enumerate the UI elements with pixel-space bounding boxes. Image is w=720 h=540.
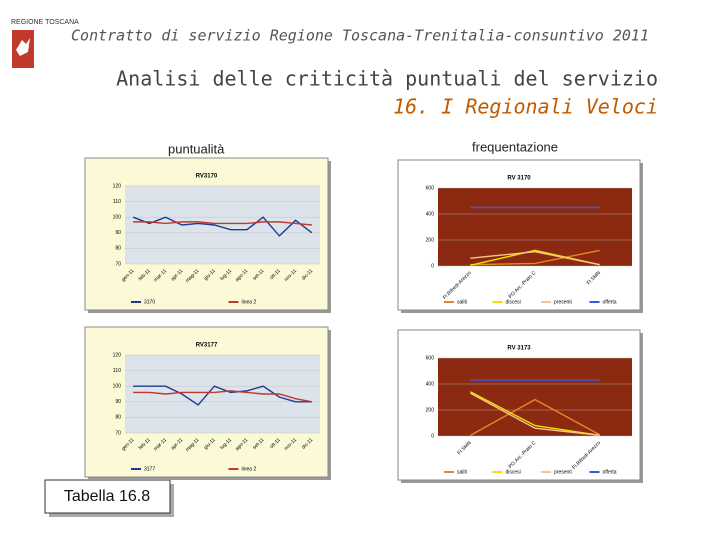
legend-label: linea 2: [242, 466, 257, 472]
y-tick-label: 200: [426, 407, 435, 413]
plot-area: [125, 186, 320, 264]
left-label: puntualità: [168, 141, 225, 156]
legend-label: presenti: [554, 299, 572, 305]
y-tick-label: 70: [115, 261, 121, 267]
y-tick-label: 200: [426, 237, 435, 243]
series-line: [133, 390, 313, 403]
chart-title: RV 3170: [507, 176, 531, 182]
series-line: [469, 392, 600, 437]
y-tick-label: 110: [113, 368, 121, 374]
y-tick-label: 600: [426, 355, 435, 361]
y-tick-label: 400: [426, 211, 435, 217]
legend-label: 3177: [144, 466, 155, 472]
chart-title: RV3170: [196, 174, 218, 180]
plot-area: [438, 188, 632, 266]
y-tick-label: 70: [115, 430, 121, 436]
series-line: [470, 391, 600, 437]
logo-horse: [16, 38, 30, 56]
series-line: [469, 398, 601, 436]
y-tick-label: 400: [426, 381, 435, 387]
y-tick-label: 600: [426, 185, 435, 191]
chart-title: RV 3173: [507, 346, 531, 352]
series-line: [132, 216, 313, 237]
y-tick-label: 80: [115, 246, 121, 252]
legend-label: presenti: [554, 469, 572, 475]
y-tick-label: 80: [115, 415, 121, 421]
y-tick-label: 110: [113, 199, 121, 205]
plot-area: [125, 355, 320, 433]
y-tick-label: 90: [115, 399, 121, 405]
legend-label: saliti: [457, 469, 467, 475]
legend-label: 3170: [144, 299, 155, 305]
subtitle: 16. I Regionali Veloci: [393, 95, 658, 119]
legend-label: linea 2: [242, 299, 257, 305]
y-tick-label: 0: [431, 433, 434, 439]
y-tick-label: 0: [431, 263, 434, 269]
plot-area: [438, 358, 632, 436]
header: Contratto di servizio Regione Toscana-Tr…: [71, 27, 649, 45]
legend-label: saliti: [457, 299, 467, 305]
table-label: Tabella 16.8: [64, 488, 150, 505]
y-tick-label: 120: [113, 352, 122, 358]
series-line: [133, 221, 312, 226]
legend-label: offerta: [603, 299, 617, 305]
table-box: [44, 479, 171, 514]
series-line: [470, 249, 600, 266]
legend-label: discesi: [506, 469, 521, 475]
y-tick-label: 100: [113, 384, 122, 390]
chart-title: RV3177: [196, 343, 218, 349]
y-tick-label: 100: [113, 215, 122, 221]
right-label: frequentazione: [472, 139, 558, 154]
logo-text: REGIONE TOSCANA: [11, 19, 79, 26]
title: Analisi delle criticità puntuali del ser…: [116, 67, 658, 91]
y-tick-label: 120: [113, 183, 122, 189]
series-line: [133, 385, 312, 406]
y-tick-label: 90: [115, 230, 121, 236]
legend-label: discesi: [506, 299, 521, 305]
legend-label: offerta: [603, 469, 617, 475]
series-line: [470, 250, 600, 266]
